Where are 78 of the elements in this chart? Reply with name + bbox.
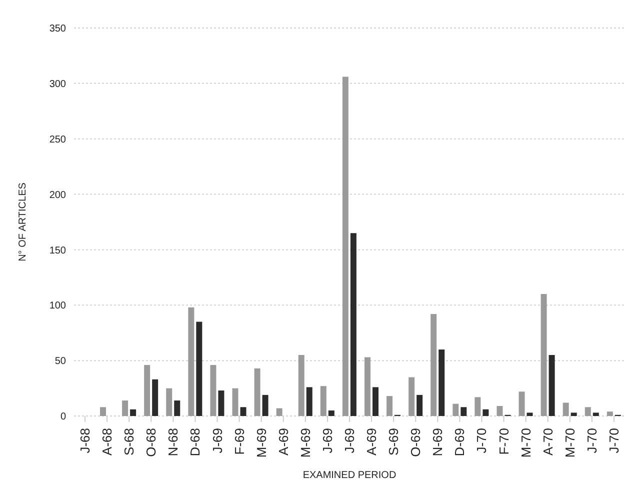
x-tick-label: J-70 bbox=[584, 428, 600, 454]
bar bbox=[152, 379, 158, 416]
bar bbox=[342, 76, 348, 416]
bar bbox=[328, 410, 334, 416]
bar bbox=[496, 406, 503, 416]
bar bbox=[364, 357, 370, 416]
bar bbox=[474, 397, 481, 416]
x-tick-label: F-69 bbox=[232, 428, 247, 455]
bar bbox=[460, 407, 467, 416]
y-tick-label: 200 bbox=[49, 190, 66, 201]
x-tick-label: M-69 bbox=[254, 428, 269, 458]
x-tick-label: O-69 bbox=[408, 428, 424, 457]
x-tick-label: N-69 bbox=[430, 428, 446, 456]
x-tick-label: N-68 bbox=[166, 428, 181, 456]
bar bbox=[196, 322, 202, 416]
y-tick-label: 0 bbox=[60, 412, 66, 423]
bar bbox=[166, 388, 172, 416]
bar bbox=[320, 386, 326, 416]
x-tick-label: S-68 bbox=[122, 428, 137, 456]
y-tick-label: 100 bbox=[49, 300, 66, 312]
x-tick-label: J-69 bbox=[210, 428, 225, 454]
bar bbox=[218, 390, 224, 416]
x-tick-label: M-70 bbox=[562, 428, 578, 458]
y-axis-title: N° OF ARTICLES bbox=[18, 182, 29, 262]
x-tick-label: A-70 bbox=[540, 428, 556, 456]
bar bbox=[262, 394, 268, 416]
bar bbox=[438, 349, 445, 416]
bar bbox=[144, 365, 150, 416]
x-tick-label: J-68 bbox=[78, 428, 93, 454]
x-tick-label: J-69 bbox=[342, 428, 357, 454]
bar bbox=[254, 368, 260, 416]
x-tick-label: D-68 bbox=[188, 428, 203, 456]
bar bbox=[592, 412, 599, 416]
bar bbox=[306, 387, 312, 416]
bar bbox=[122, 400, 128, 416]
bar bbox=[540, 294, 547, 416]
x-tick-label: D-69 bbox=[452, 428, 468, 456]
x-tick-label: J-70 bbox=[606, 428, 622, 454]
bar bbox=[548, 355, 555, 416]
bar bbox=[386, 396, 393, 416]
x-tick-label: M-69 bbox=[298, 428, 313, 458]
y-tick-label: 50 bbox=[54, 356, 66, 368]
bar bbox=[482, 409, 489, 416]
y-tick-label: 300 bbox=[49, 78, 66, 90]
bar bbox=[526, 412, 533, 416]
bar bbox=[416, 394, 423, 416]
bar bbox=[276, 408, 282, 416]
bar bbox=[606, 412, 613, 416]
bar bbox=[570, 412, 577, 416]
x-axis-title: EXAMINED PERIOD bbox=[302, 470, 396, 481]
x-tick-label: S-69 bbox=[386, 428, 402, 456]
bar bbox=[174, 400, 180, 416]
bar bbox=[584, 407, 591, 416]
bar bbox=[518, 392, 525, 416]
x-tick-label: A-69 bbox=[364, 428, 380, 456]
x-tick-label: O-68 bbox=[144, 428, 159, 457]
y-tick-label: 150 bbox=[49, 245, 66, 256]
x-tick-label: J-70 bbox=[474, 428, 490, 454]
bar bbox=[240, 407, 246, 416]
bar bbox=[130, 409, 136, 416]
bar bbox=[372, 387, 378, 416]
bar bbox=[210, 365, 216, 416]
x-tick-label: A-68 bbox=[100, 428, 115, 456]
bar bbox=[350, 233, 356, 416]
x-tick-label: A-69 bbox=[276, 428, 291, 456]
bar bbox=[100, 407, 106, 416]
x-tick-label: J-69 bbox=[320, 428, 335, 454]
bar bbox=[430, 314, 437, 416]
y-tick-label: 250 bbox=[49, 134, 66, 146]
bar bbox=[232, 388, 238, 416]
y-tick-label: 350 bbox=[49, 24, 66, 35]
x-tick-label: F-70 bbox=[496, 428, 512, 455]
bar bbox=[452, 404, 459, 416]
bar bbox=[298, 355, 304, 416]
bar bbox=[562, 402, 569, 416]
bar bbox=[188, 307, 194, 416]
x-tick-label: M-70 bbox=[518, 428, 534, 458]
bar bbox=[408, 377, 415, 416]
